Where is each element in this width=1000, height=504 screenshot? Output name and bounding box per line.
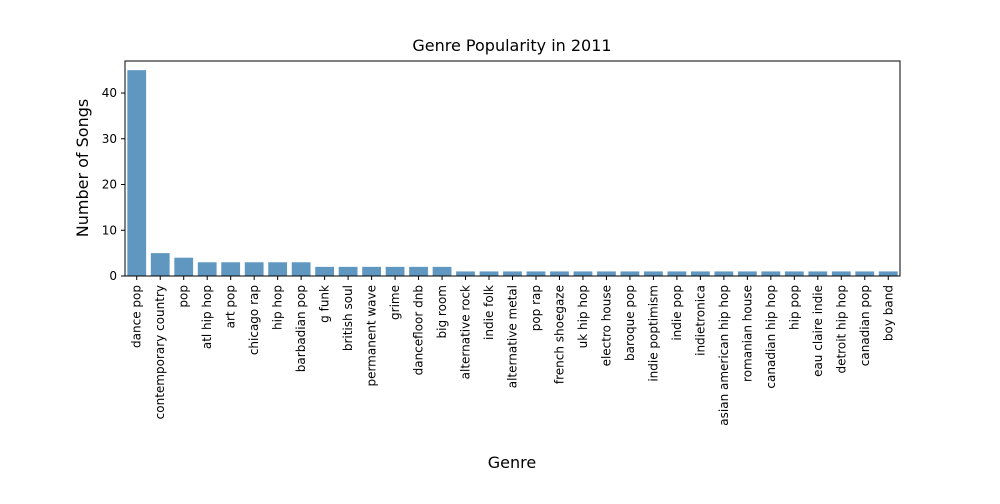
x-tick-label: contemporary country xyxy=(153,285,167,419)
bar xyxy=(737,271,757,276)
x-tick-label: pop xyxy=(177,285,191,308)
x-tick-label: detroit hip hop xyxy=(834,285,848,374)
bar xyxy=(503,271,522,276)
x-tick-label: baroque pop xyxy=(623,285,637,361)
x-tick-label: french shoegaze xyxy=(552,285,566,384)
bar xyxy=(221,262,241,276)
x-tick-label: hip pop xyxy=(787,285,801,330)
y-tick-label: 0 xyxy=(109,269,117,283)
bar xyxy=(714,271,734,276)
bar xyxy=(315,266,335,276)
x-tick-label: indie folk xyxy=(482,285,496,340)
x-tick-label: canadian hip hop xyxy=(764,285,778,389)
x-tick-label: eau claire indie xyxy=(811,285,825,377)
bars-group xyxy=(127,70,898,277)
chart-title: Genre Popularity in 2011 xyxy=(412,36,611,55)
x-tick-label: romanian house xyxy=(740,285,754,382)
x-tick-label: asian american hip hop xyxy=(717,285,731,426)
x-tick-label: chicago rap xyxy=(247,285,261,355)
x-tick-label: indie pop xyxy=(670,285,684,341)
bar xyxy=(784,271,804,276)
bar xyxy=(197,262,217,276)
bar xyxy=(362,266,381,276)
bar xyxy=(573,271,593,276)
x-tick-label: pop rap xyxy=(529,285,543,331)
x-tick-label: hip hop xyxy=(271,285,285,330)
y-tick-label: 40 xyxy=(102,86,117,100)
x-tick-label: permanent wave xyxy=(365,285,379,387)
x-tick-label: alternative rock xyxy=(459,285,473,379)
x-tick-label: british soul xyxy=(341,285,355,351)
x-tick-label: barbadian pop xyxy=(294,285,308,372)
bar xyxy=(878,271,898,276)
x-tick-label: g funk xyxy=(318,285,332,323)
bar xyxy=(432,266,452,276)
bar xyxy=(597,271,616,276)
x-tick-label: grime xyxy=(388,285,402,320)
x-tick-label: big room xyxy=(435,285,449,338)
bar xyxy=(831,271,851,276)
bar xyxy=(690,271,710,276)
bar xyxy=(174,257,194,276)
y-tick-label: 10 xyxy=(102,223,117,237)
bar xyxy=(479,271,499,276)
x-tick-label: alternative metal xyxy=(506,285,520,388)
x-tick-label: canadian pop xyxy=(858,285,872,366)
x-tick-label: electro house xyxy=(599,285,613,366)
x-tick-label: dance pop xyxy=(130,285,144,348)
y-tick-label: 30 xyxy=(102,132,117,146)
bar xyxy=(855,271,875,276)
bar xyxy=(127,70,147,277)
bar xyxy=(456,271,475,276)
x-axis: dance pop contemporary country pop atl hip … xyxy=(130,276,895,426)
bar xyxy=(808,271,828,276)
bar xyxy=(244,262,264,276)
x-tick-label: art pop xyxy=(224,285,238,328)
bar xyxy=(550,271,569,276)
x-tick-label: indie poptimism xyxy=(646,285,660,382)
bar xyxy=(409,266,428,276)
bar xyxy=(526,271,546,276)
x-tick-label: atl hip hop xyxy=(200,285,214,349)
bar xyxy=(268,262,288,276)
bar xyxy=(150,253,170,276)
y-tick-label: 20 xyxy=(102,178,117,192)
bar xyxy=(644,271,663,276)
x-tick-label: boy band xyxy=(881,285,895,341)
bar xyxy=(620,271,640,276)
bar xyxy=(761,271,781,276)
y-axis-title: Number of Songs xyxy=(73,99,92,237)
plot-frame xyxy=(124,60,901,277)
x-tick-label: indietronica xyxy=(693,285,707,356)
x-axis-title: Genre xyxy=(488,453,536,472)
bar xyxy=(291,262,311,276)
x-tick-label: dancefloor dnb xyxy=(412,285,426,375)
x-tick-label: uk hip hop xyxy=(576,285,590,348)
bar xyxy=(667,271,687,276)
bar xyxy=(385,266,405,276)
bar xyxy=(338,266,358,276)
y-axis: 0 10 20 30 40 xyxy=(102,86,125,283)
